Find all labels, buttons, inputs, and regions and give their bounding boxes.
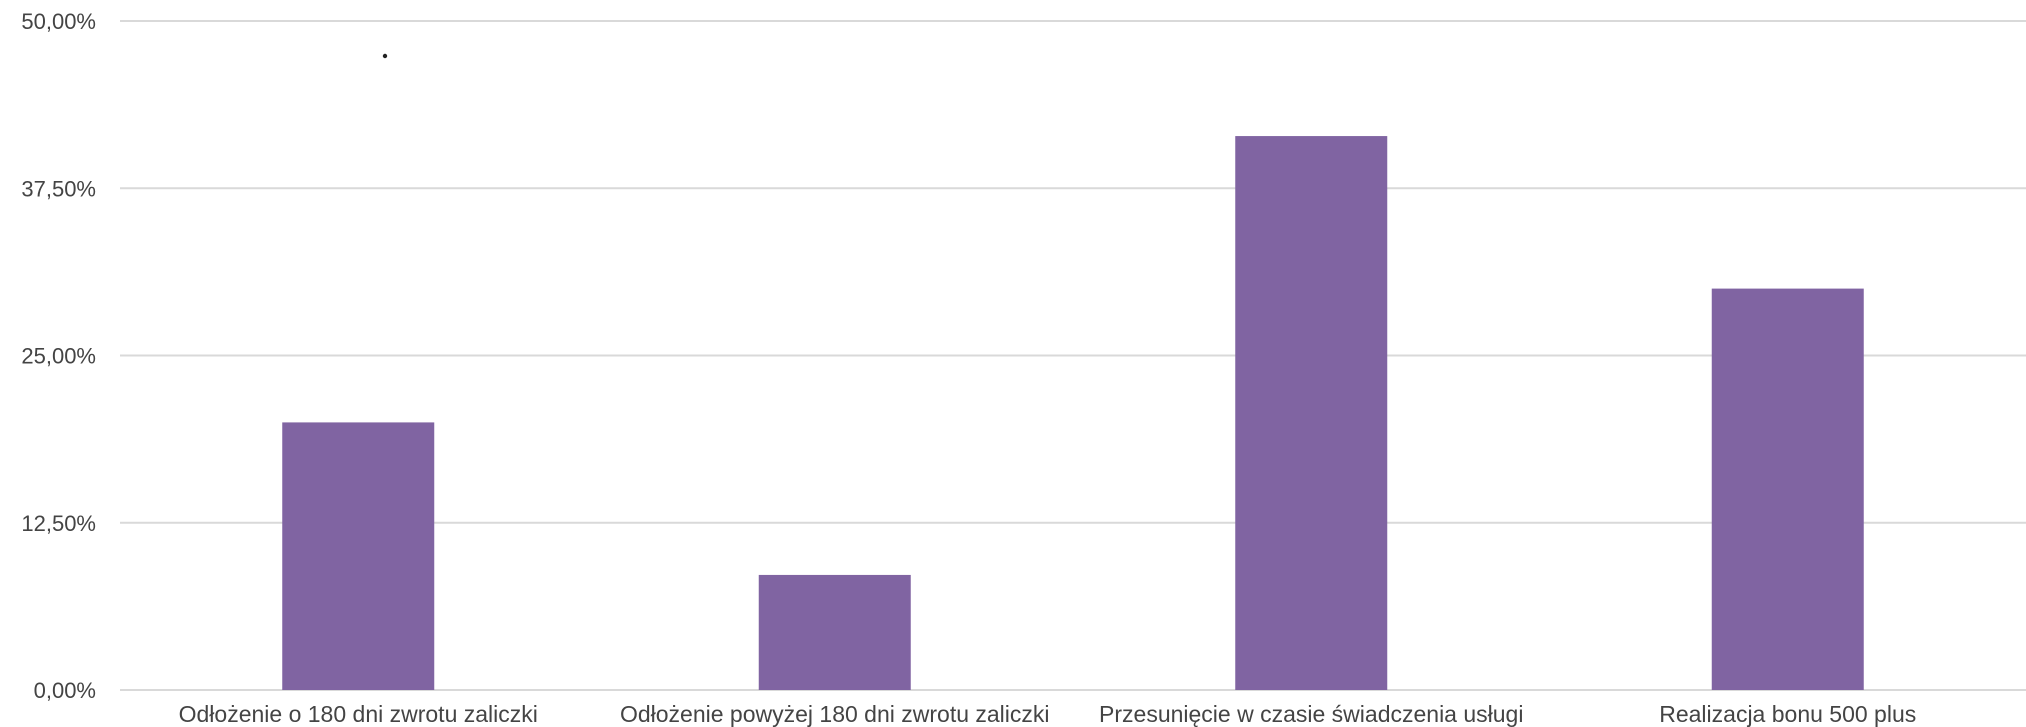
y-axis-tick-labels: 0,00% 12,50% 25,00% 37,50% 50,00%: [21, 9, 96, 703]
gridlines: [120, 20, 2026, 691]
y-tick-label: 25,00%: [21, 344, 96, 369]
y-tick-label: 37,50%: [21, 176, 96, 201]
bar: [1235, 136, 1388, 690]
y-tick-label: 50,00%: [21, 9, 96, 34]
bar: [282, 422, 435, 690]
bars: [282, 136, 1864, 690]
bar: [758, 574, 911, 690]
x-axis-category-labels: Odłożenie o 180 dni zwrotu zaliczki Odłoż…: [179, 701, 1917, 727]
y-tick-label: 12,50%: [21, 511, 96, 536]
stray-dot-mark: [382, 53, 388, 59]
x-category-label: Odłożenie powyżej 180 dni zwrotu zaliczk…: [620, 701, 1050, 727]
bar: [1711, 288, 1864, 690]
x-category-label: Odłożenie o 180 dni zwrotu zaliczki: [179, 701, 538, 727]
x-category-label: Realizacja bonu 500 plus: [1659, 701, 1916, 727]
y-tick-label: 0,00%: [34, 678, 96, 703]
x-category-label: Przesunięcie w czasie świadczenia usługi: [1099, 701, 1523, 727]
